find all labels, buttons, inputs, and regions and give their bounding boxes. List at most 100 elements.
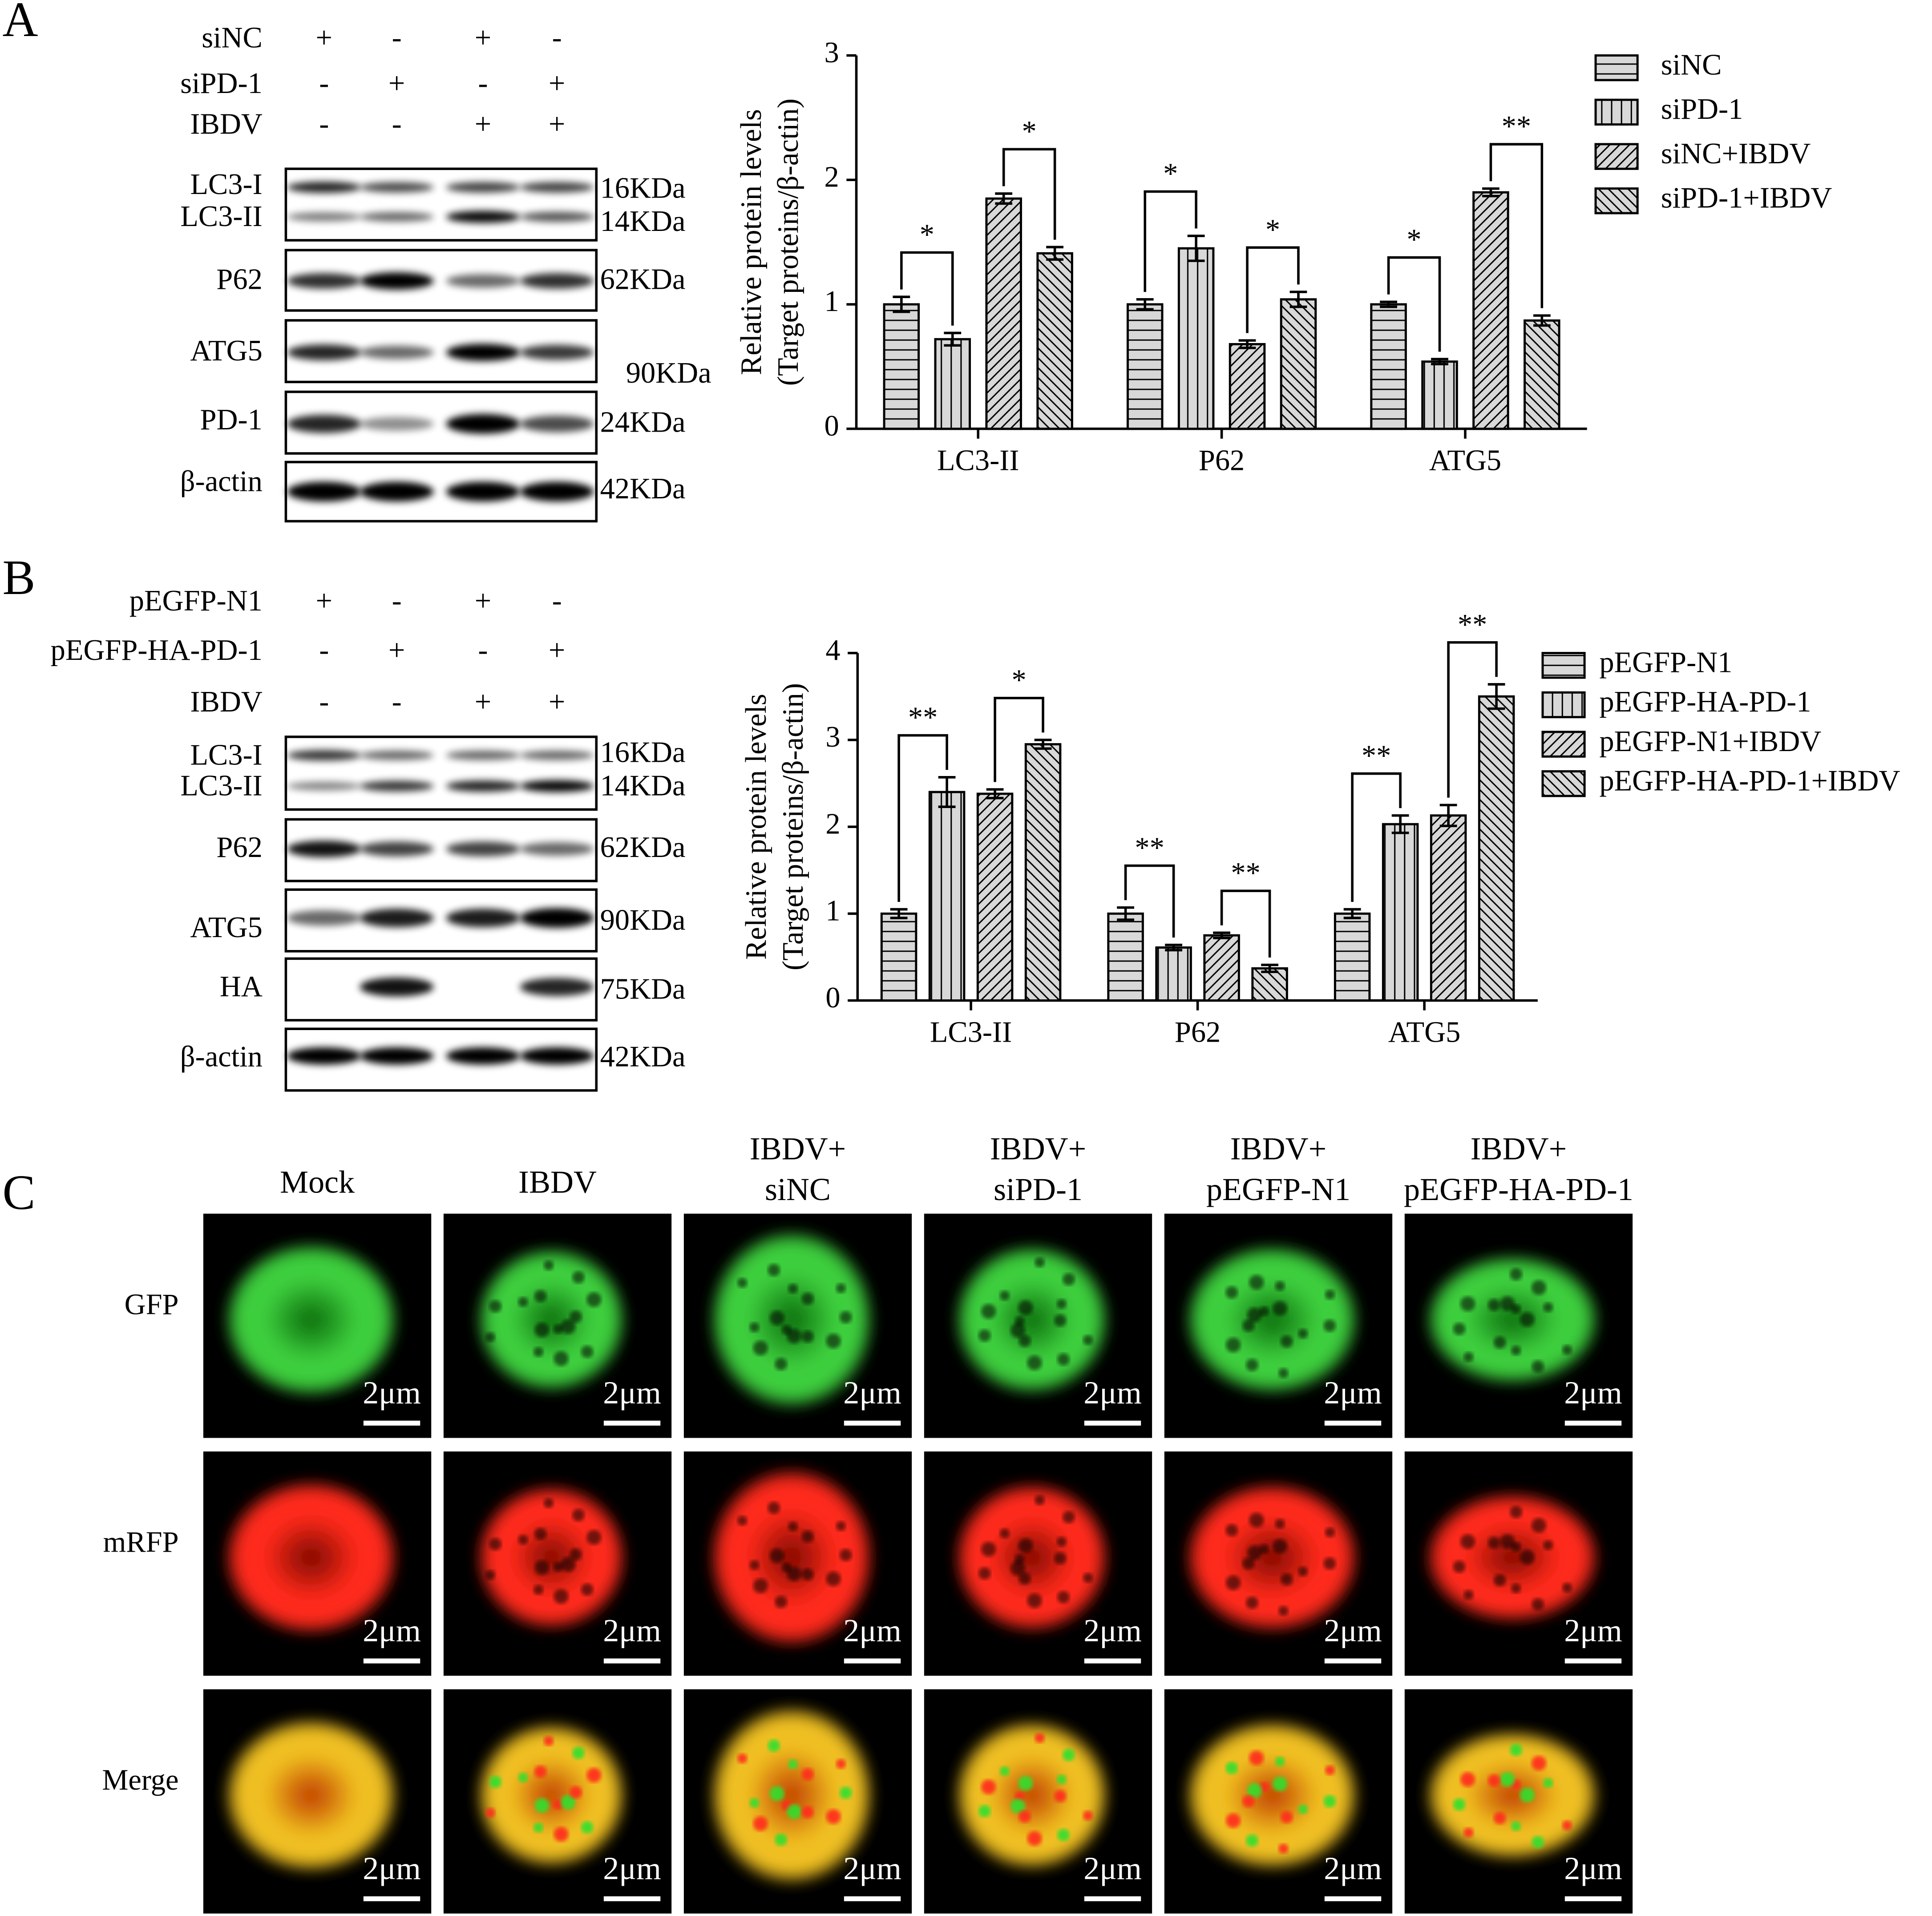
puncta [749, 1322, 760, 1333]
treatment-sign: + [549, 686, 565, 718]
panel-label: B [3, 550, 36, 605]
blot-band [520, 978, 594, 996]
puncta [1493, 1812, 1506, 1824]
y-axis-label: Relative protein levels [735, 109, 768, 375]
treatment-label: IBDV [190, 108, 262, 140]
bar [1334, 912, 1371, 1002]
protein-label: β-actin [180, 465, 263, 498]
blot-band [360, 1047, 434, 1065]
puncta [1057, 1353, 1070, 1366]
puncta [572, 1746, 585, 1759]
puncta [840, 1787, 852, 1799]
significance-bracket [1447, 641, 1498, 798]
puncta [801, 1330, 814, 1343]
puncta [1278, 1843, 1289, 1854]
puncta [561, 1319, 576, 1334]
puncta [1543, 1778, 1553, 1788]
y-tick-label: 2 [825, 808, 840, 840]
puncta [1225, 1524, 1238, 1536]
puncta [1500, 1296, 1515, 1311]
puncta [1018, 1300, 1033, 1315]
puncta [788, 1521, 798, 1532]
bar [1421, 360, 1458, 430]
blot-band [360, 272, 434, 290]
protein-label: LC3-I [190, 739, 262, 771]
puncta [981, 1541, 996, 1557]
blot-band [446, 780, 520, 792]
puncta [1532, 1598, 1544, 1611]
puncta [1057, 1829, 1070, 1841]
puncta [1531, 1518, 1547, 1533]
blot-band [360, 182, 434, 193]
puncta [1054, 1790, 1067, 1803]
bar [1024, 743, 1062, 1002]
error-bar [1380, 300, 1397, 308]
puncta [1027, 1355, 1042, 1370]
treatment-sign: - [392, 686, 402, 718]
puncta [1278, 1606, 1289, 1616]
treatment-sign: - [319, 634, 329, 667]
puncta [753, 1340, 768, 1356]
puncta [1453, 1560, 1466, 1573]
legend-label: siPD-1 [1661, 93, 1743, 125]
puncta [1249, 1275, 1264, 1290]
treatment-sign: - [319, 686, 329, 718]
size-label: 14KDa [600, 769, 686, 802]
puncta [1532, 1360, 1544, 1373]
legend-label: siPD-1+IBDV [1661, 182, 1832, 214]
bar [1126, 303, 1164, 430]
cell [477, 1486, 626, 1629]
puncta [586, 1767, 602, 1783]
protein-label: LC3-II [180, 200, 263, 233]
column-header: IBDV+ [750, 1131, 846, 1167]
error-bar [1261, 963, 1278, 973]
puncta [1062, 1749, 1075, 1761]
blot-band [287, 481, 361, 502]
significance-bracket [1387, 256, 1441, 352]
puncta [1325, 1289, 1335, 1300]
puncta [1562, 1820, 1572, 1831]
x-tick-label: P62 [1175, 1016, 1221, 1048]
puncta [1500, 1534, 1515, 1549]
puncta [1500, 1772, 1515, 1787]
significance-bracket [897, 734, 948, 902]
protein-label: PD-1 [200, 404, 263, 436]
panel-label: C [3, 1165, 36, 1220]
cell [955, 1245, 1108, 1394]
cell [1426, 1493, 1599, 1622]
legend-label: siNC [1661, 49, 1722, 81]
blot-band [446, 1047, 520, 1065]
treatment-sign: + [475, 108, 491, 140]
puncta [1247, 1783, 1262, 1798]
size-label: 90KDa [626, 357, 711, 389]
error-bar [1034, 739, 1052, 750]
legend-label: pEGFP-HA-PD-1+IBDV [1599, 764, 1900, 797]
puncta [1225, 1575, 1241, 1590]
puncta [1247, 1307, 1262, 1322]
significance-bracket [1246, 246, 1300, 333]
bar [1229, 343, 1266, 430]
cell [225, 1481, 398, 1634]
treatment-sign: + [549, 67, 565, 100]
column-header: siPD-1 [994, 1172, 1083, 1207]
bar [985, 197, 1022, 430]
puncta [554, 1351, 569, 1366]
puncta [1298, 1804, 1308, 1815]
treatment-sign: + [475, 22, 491, 54]
blot-band [287, 344, 361, 360]
puncta [1298, 1329, 1308, 1339]
puncta [1225, 1813, 1241, 1828]
significance-label: ** [908, 702, 938, 734]
cell [710, 1468, 873, 1646]
puncta [581, 1821, 594, 1834]
size-label: 62KDa [600, 831, 686, 864]
legend-swatch [1594, 98, 1639, 126]
y-tick-label: 3 [825, 721, 840, 753]
column-header: IBDV+ [990, 1131, 1087, 1167]
treatment-label: IBDV [190, 686, 262, 718]
blot-band [446, 414, 520, 434]
puncta [581, 1583, 594, 1596]
treatment-sign: + [549, 634, 565, 667]
puncta [788, 1759, 798, 1769]
puncta [1280, 1335, 1293, 1348]
